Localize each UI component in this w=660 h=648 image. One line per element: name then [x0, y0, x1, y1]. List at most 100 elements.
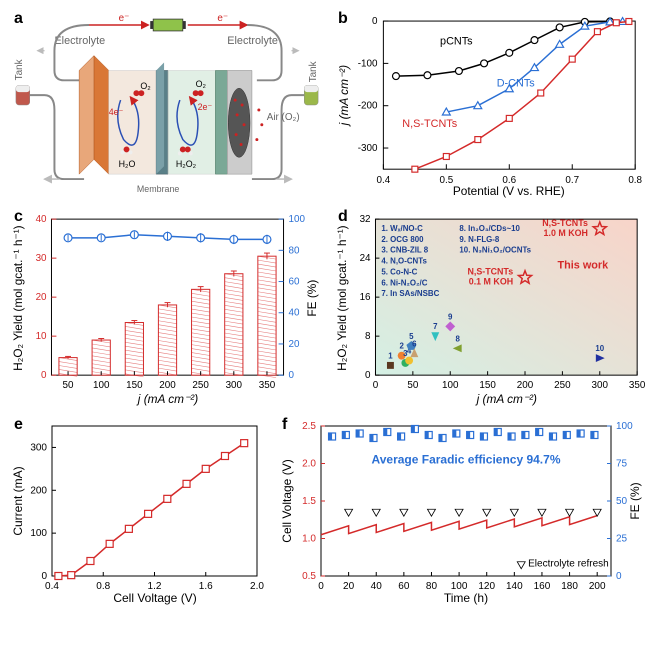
svg-text:1.0: 1.0	[302, 534, 316, 545]
four-e: 4e⁻	[109, 107, 124, 117]
svg-text:1.5: 1.5	[302, 496, 316, 507]
svg-text:50: 50	[63, 380, 74, 391]
tank-right-label: Tank	[308, 61, 319, 82]
svg-text:150: 150	[126, 380, 143, 391]
svg-text:7. In SAs/NSBC: 7. In SAs/NSBC	[381, 289, 439, 298]
panel-d-ylabel: H₂O₂ Yield (mol gcat.⁻¹ h⁻¹)	[335, 225, 349, 370]
svg-text:0: 0	[372, 16, 378, 27]
svg-text:pCNTs: pCNTs	[440, 35, 473, 47]
svg-text:100: 100	[30, 528, 47, 539]
bottom-row: e 0.40.81.21.62.00100200300 Cell Voltage…	[10, 416, 650, 606]
svg-text:0: 0	[616, 571, 622, 582]
panel-d-xlabel: j (mA cm⁻²)	[475, 392, 537, 406]
svg-text:This work: This work	[558, 260, 610, 272]
svg-text:1.6: 1.6	[199, 581, 213, 592]
e-label-2: e⁻	[217, 13, 228, 24]
panel-c-label: c	[14, 208, 23, 226]
svg-text:3. CNB-ZIL 8: 3. CNB-ZIL 8	[381, 246, 428, 255]
svg-text:200: 200	[159, 380, 176, 391]
svg-text:350: 350	[629, 380, 646, 391]
panel-e: e 0.40.81.21.62.00100200300 Cell Voltage…	[10, 416, 270, 606]
svg-text:200: 200	[30, 485, 47, 496]
svg-text:0.1 M KOH: 0.1 M KOH	[469, 277, 513, 287]
svg-text:-100: -100	[358, 58, 378, 69]
svg-text:9. N-FLG-8: 9. N-FLG-8	[459, 235, 500, 244]
panel-d: d 050100150200250300350081624321. Wₓ/NO-…	[334, 208, 650, 408]
panel-e-label: e	[14, 416, 23, 434]
svg-text:0.8: 0.8	[96, 581, 110, 592]
svg-text:16: 16	[360, 292, 371, 303]
svg-text:6: 6	[412, 339, 417, 348]
svg-text:4. N,O-CNTs: 4. N,O-CNTs	[381, 257, 427, 266]
h2o-label: H₂O	[119, 159, 136, 169]
panel-b-label: b	[338, 10, 348, 28]
panel-b-chart: 0.40.50.60.70.8-300-200-1000pCNTsD-CNTsN…	[334, 10, 650, 200]
panel-c-ylabel-right: FE (%)	[305, 280, 319, 317]
svg-text:Electrolyte refresh: Electrolyte refresh	[528, 558, 609, 569]
svg-text:0: 0	[318, 581, 324, 592]
svg-text:2. OCG 800: 2. OCG 800	[381, 235, 424, 244]
svg-text:0: 0	[41, 370, 47, 381]
membrane-label: Membrane	[137, 184, 179, 194]
panel-c-chart: 0102030400204060801005010015020025030035…	[10, 208, 326, 408]
panel-f: f 0204060801001201401601802000.51.01.52.…	[278, 416, 650, 606]
svg-text:6. Ni-N₂O₂/C: 6. Ni-N₂O₂/C	[381, 278, 427, 287]
svg-text:100: 100	[93, 380, 110, 391]
svg-text:7: 7	[433, 322, 438, 331]
svg-text:8. In₂O₃/CDs~10: 8. In₂O₃/CDs~10	[459, 224, 520, 233]
svg-text:40: 40	[288, 308, 299, 319]
figure-grid: a e⁻ e⁻ Electrolyte Electrolyte	[10, 10, 650, 408]
svg-text:8: 8	[365, 331, 371, 342]
electrolyte-left-label: Electrolyte	[54, 35, 105, 47]
svg-text:20: 20	[36, 292, 47, 303]
svg-text:150: 150	[479, 380, 496, 391]
svg-text:10: 10	[595, 344, 604, 353]
svg-text:N,S-TCNTs: N,S-TCNTs	[402, 118, 457, 130]
panel-e-chart: 0.40.81.21.62.00100200300 Cell Voltage (…	[10, 416, 270, 606]
svg-text:9: 9	[448, 312, 453, 321]
h2o2-label: H₂O₂	[176, 159, 196, 169]
panel-f-ylabel-left: Cell Voltage (V)	[280, 459, 294, 542]
svg-text:D-CNTs: D-CNTs	[497, 78, 536, 90]
svg-text:10. N₃Ni₁O₂/OCNTs: 10. N₃Ni₁O₂/OCNTs	[459, 246, 531, 255]
svg-text:0: 0	[41, 571, 47, 582]
panel-f-chart: 0204060801001201401601802000.51.01.52.02…	[278, 416, 650, 606]
svg-text:0: 0	[373, 380, 379, 391]
panel-b-ylabel: j (mA cm⁻²)	[337, 65, 351, 127]
svg-text:24: 24	[360, 253, 371, 264]
o2-right: O₂	[196, 79, 206, 89]
panel-a: a e⁻ e⁻ Electrolyte Electrolyte	[10, 10, 326, 200]
svg-text:250: 250	[554, 380, 571, 391]
svg-text:80: 80	[288, 245, 299, 256]
svg-text:0: 0	[365, 370, 371, 381]
svg-text:30: 30	[36, 253, 47, 264]
svg-text:8: 8	[456, 334, 461, 343]
svg-text:2.0: 2.0	[250, 581, 264, 592]
svg-text:0.5: 0.5	[302, 571, 316, 582]
svg-text:5. Co-N-C: 5. Co-N-C	[381, 267, 417, 276]
svg-text:25: 25	[616, 534, 628, 545]
svg-text:1.0 M KOH: 1.0 M KOH	[544, 228, 588, 238]
svg-text:100: 100	[288, 214, 305, 225]
panel-e-ylabel: Current (mA)	[11, 466, 25, 535]
svg-text:100: 100	[616, 421, 633, 432]
panel-f-ylabel-right: FE (%)	[628, 482, 642, 519]
svg-text:0.5: 0.5	[439, 175, 453, 186]
svg-text:N,S-TCNTs: N,S-TCNTs	[542, 218, 588, 228]
svg-text:20: 20	[288, 339, 299, 350]
air-label: Air (O₂)	[267, 112, 300, 123]
svg-text:N,S-TCNTs: N,S-TCNTs	[467, 267, 513, 277]
panel-a-label: a	[14, 10, 23, 28]
panel-c-ylabel-left: H₂O₂ Yield (mol gcat.⁻¹ h⁻¹)	[11, 225, 25, 370]
svg-text:180: 180	[561, 581, 578, 592]
panel-c: c 01020304002040608010050100150200250300…	[10, 208, 326, 408]
svg-text:200: 200	[517, 380, 534, 391]
svg-text:300: 300	[226, 380, 243, 391]
panel-f-xlabel: Time (h)	[444, 591, 488, 605]
svg-text:300: 300	[30, 442, 47, 453]
svg-text:2.5: 2.5	[302, 421, 316, 432]
svg-text:100: 100	[442, 380, 459, 391]
svg-text:80: 80	[426, 581, 438, 592]
panel-d-label: d	[338, 208, 348, 226]
svg-text:50: 50	[616, 496, 628, 507]
